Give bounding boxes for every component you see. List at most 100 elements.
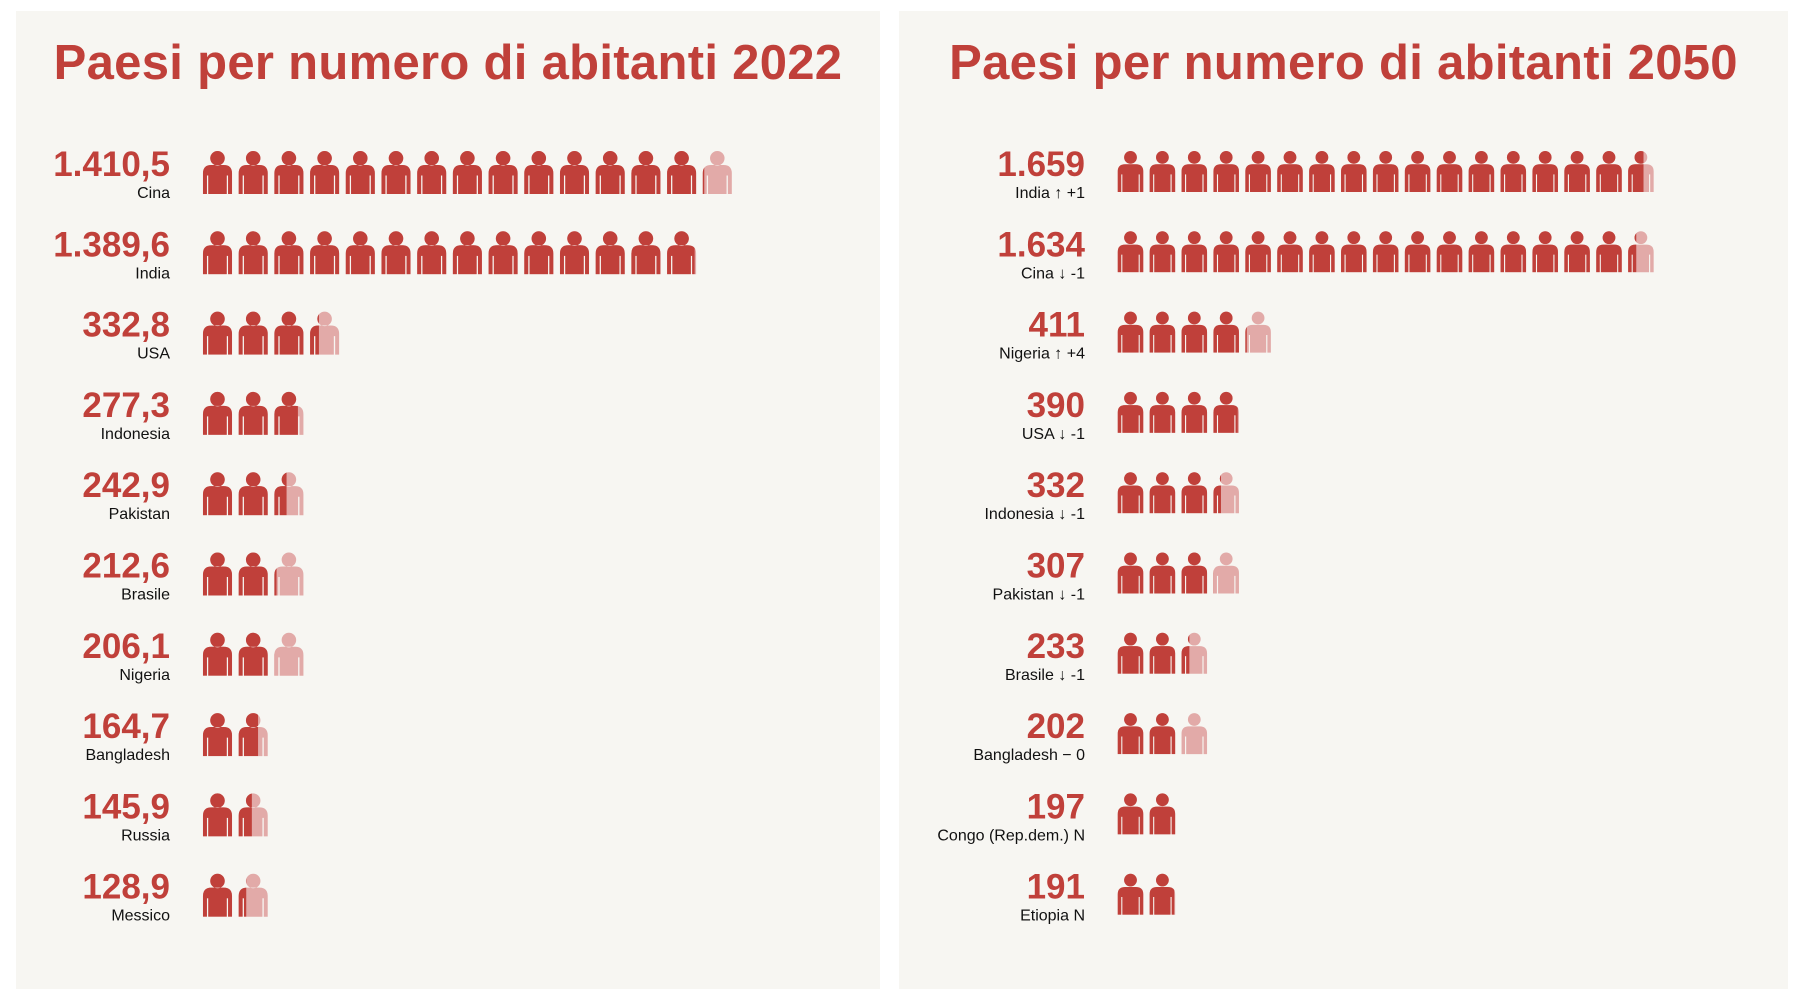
person-icon [202, 472, 233, 516]
country-label: Messico [111, 908, 170, 925]
chart-panel-2050: Paesi per numero di abitanti 2050 1.659 I… [899, 11, 1788, 989]
person-icon [202, 151, 233, 194]
person-icon [1564, 151, 1590, 192]
person-icon [524, 231, 554, 275]
value-label: 411 [1029, 306, 1085, 345]
value-label: 332,8 [82, 306, 170, 345]
person-icon [1117, 793, 1144, 835]
country-label: India ↑ +1 [1015, 185, 1085, 202]
person-icon [1181, 391, 1208, 433]
person-icon [1564, 231, 1590, 273]
person-icon [238, 151, 268, 194]
country-label: USA [137, 346, 170, 363]
country-label: Congo (Rep.dem.) N [937, 827, 1085, 844]
person-icon [1532, 231, 1558, 273]
person-icon [1372, 151, 1399, 192]
person-icon [1213, 391, 1239, 433]
person-icon [202, 713, 233, 757]
person-icon [1309, 231, 1335, 273]
person-icon [631, 151, 661, 194]
person-icon [1468, 151, 1495, 192]
country-label: USA ↓ -1 [1022, 426, 1085, 443]
person-icon [1181, 713, 1208, 755]
person-icon [381, 151, 411, 194]
person-icon [1436, 151, 1463, 192]
person-icon [417, 151, 447, 194]
person-icon [1117, 391, 1144, 433]
person-icon [1117, 713, 1144, 755]
person-icon [202, 231, 233, 275]
person-icon [1149, 632, 1176, 674]
person-icon [238, 632, 268, 676]
person-icon [1372, 231, 1399, 273]
country-label: Indonesia ↓ -1 [984, 506, 1085, 523]
person-icon [238, 552, 268, 596]
person-icon [1181, 151, 1208, 192]
country-label: Indonesia [101, 426, 170, 443]
value-label: 233 [1027, 627, 1085, 666]
value-label: 197 [1027, 787, 1085, 826]
person-icon [274, 391, 304, 435]
value-label: 191 [1027, 868, 1085, 907]
value-label: 1.634 [997, 225, 1085, 264]
value-label: 206,1 [82, 627, 170, 666]
person-icon [1181, 552, 1208, 594]
country-label: Bangladesh − 0 [973, 747, 1085, 764]
person-icon [274, 472, 304, 516]
person-icon [1181, 632, 1208, 674]
person-icon [1404, 231, 1431, 273]
person-icon [1404, 151, 1431, 192]
person-icon [202, 632, 233, 676]
value-label: 277,3 [82, 386, 170, 425]
person-icon [1596, 151, 1622, 192]
person-icon [1117, 472, 1144, 514]
person-icon [452, 231, 482, 275]
value-label: 332 [1027, 466, 1085, 505]
value-label: 390 [1027, 386, 1085, 425]
person-icon [1181, 311, 1208, 353]
value-label: 164,7 [82, 707, 170, 746]
person-icon [1277, 231, 1303, 273]
country-label: Nigeria [119, 667, 170, 684]
country-label: Nigeria ↑ +4 [999, 346, 1085, 363]
person-icon [238, 873, 268, 917]
person-icon [1117, 231, 1144, 273]
person-icon [1117, 151, 1144, 192]
person-icon [345, 151, 375, 194]
person-icon [1309, 151, 1335, 192]
person-icon [1468, 231, 1495, 273]
person-icon [1149, 151, 1176, 192]
person-icon [1245, 151, 1271, 192]
person-icon [1149, 391, 1176, 433]
person-icon [1500, 231, 1527, 273]
person-icon [1117, 311, 1144, 353]
person-icon [1341, 151, 1367, 192]
person-icon [1213, 472, 1239, 514]
country-label: Etiopia N [1020, 908, 1085, 925]
person-icon [274, 311, 304, 355]
person-icon [1117, 632, 1144, 674]
person-icon [559, 231, 590, 275]
person-icon [1277, 151, 1303, 192]
person-icon [1181, 231, 1208, 273]
person-icon [1532, 151, 1558, 192]
country-label: India [135, 265, 170, 282]
person-icon [202, 793, 233, 837]
person-icon [202, 873, 233, 917]
person-icon [702, 151, 732, 194]
person-icon [1628, 231, 1654, 273]
person-icon [1149, 472, 1176, 514]
person-icon [1596, 231, 1622, 273]
country-label: Cina [137, 185, 170, 202]
person-icon [488, 231, 518, 275]
